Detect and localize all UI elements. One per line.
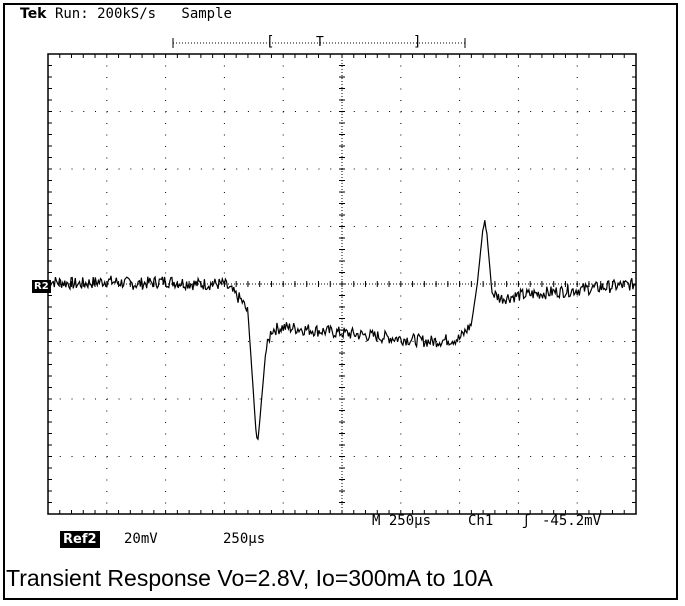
figure-caption: Transient Response Vo=2.8V, Io=300mA to … bbox=[6, 565, 493, 591]
main-timebase: M 250µs bbox=[372, 513, 432, 529]
trigger-right-bracket: ] bbox=[413, 34, 421, 50]
trigger-marker: T bbox=[316, 35, 324, 50]
brand-label: Tek bbox=[20, 6, 47, 22]
graticule bbox=[47, 53, 637, 515]
trigger-level: -45.2mV bbox=[542, 513, 602, 529]
ref-time: 250µs bbox=[223, 531, 266, 547]
trigger-slope-icon: ʃ bbox=[522, 513, 531, 529]
ref2-badge: Ref2 bbox=[60, 531, 100, 548]
trigger-indicator: [ T ] bbox=[172, 34, 466, 50]
ref-position-marker: R2 bbox=[32, 280, 51, 293]
trigger-left-bracket: [ bbox=[266, 34, 274, 50]
scope-header: Tek Run: 200kS/s Sample bbox=[20, 6, 232, 22]
scope-frame bbox=[3, 3, 678, 600]
acq-mode: Sample bbox=[181, 6, 232, 22]
waveform-trace bbox=[47, 220, 637, 441]
trigger-channel: Ch1 bbox=[468, 513, 494, 529]
run-status: Run: 200kS/s bbox=[54, 6, 157, 22]
ref-scale: 20mV bbox=[124, 531, 158, 547]
